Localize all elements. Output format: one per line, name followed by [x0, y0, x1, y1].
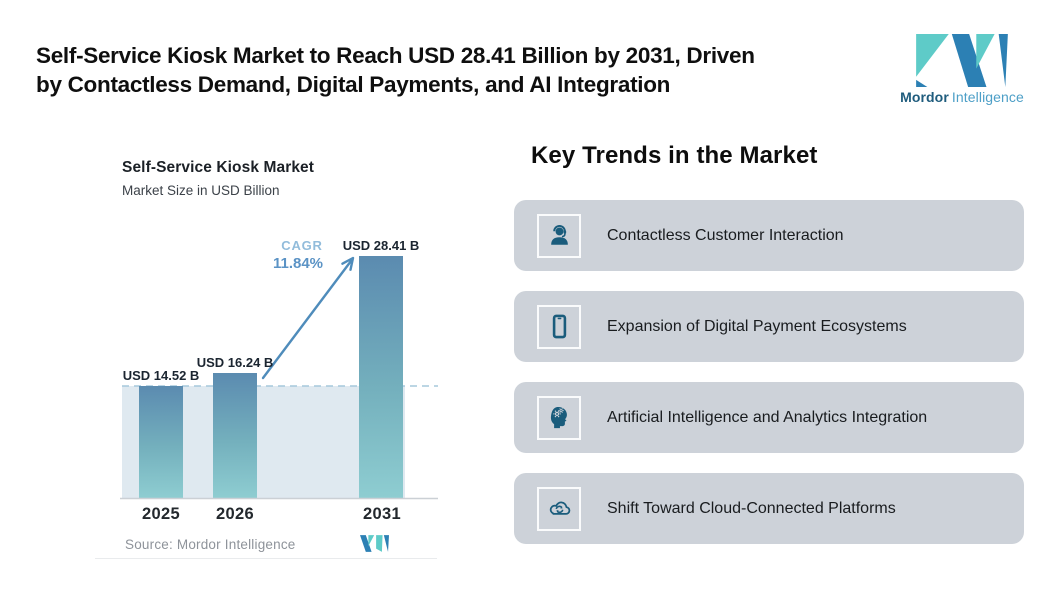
bar-2025: [139, 386, 183, 498]
x-tick-2026: 2026: [216, 505, 254, 523]
chart-card-divider: [95, 558, 437, 559]
trends-heading: Key Trends in the Market: [531, 142, 818, 169]
growth-arrowhead-icon: [341, 256, 355, 271]
bar-2031: [359, 256, 403, 498]
trend-label: Expansion of Digital Payment Ecosystems: [607, 317, 907, 335]
trend-icon-box: [537, 213, 581, 258]
headline-line-2: by Contactless Demand, Digital Payments,…: [36, 72, 671, 97]
headset-agent-icon: [550, 225, 568, 245]
mordor-logo-icon: [916, 34, 1008, 87]
x-tick-2031: 2031: [363, 505, 401, 523]
chart-title: Self-Service Kiosk Market: [122, 159, 315, 176]
bar-2026: [213, 373, 257, 498]
cagr-value: 11.84%: [273, 255, 323, 272]
brand-name: Mordor Intelligence: [892, 89, 1032, 105]
chart-subtitle: Market Size in USD Billion: [122, 183, 280, 198]
cloud-sync-icon: [549, 501, 570, 515]
trend-icon-box: [537, 395, 581, 440]
trend-icon-box: [537, 486, 581, 531]
cagr-label: CAGR: [281, 238, 322, 253]
bar-chart: CAGR 11.84% USD 14.52 B USD 16.24 B USD …: [120, 238, 438, 523]
trend-label: Artificial Intelligence and Analytics In…: [607, 408, 928, 426]
headline-line-1: Self-Service Kiosk Market to Reach USD 2…: [36, 43, 755, 68]
brand-name-bold: Mordor: [900, 89, 949, 105]
value-label-2031: USD 28.41 B: [343, 238, 420, 253]
trend-row-ai-analytics: Artificial Intelligence and Analytics In…: [514, 382, 1024, 453]
trend-row-cloud-platforms: Shift Toward Cloud-Connected Platforms: [514, 473, 1024, 544]
trend-label: Shift Toward Cloud-Connected Platforms: [607, 499, 896, 517]
smartphone-icon: [552, 314, 566, 339]
source-attribution: Source: Mordor Intelligence: [125, 537, 296, 552]
trend-row-digital-payments: Expansion of Digital Payment Ecosystems: [514, 291, 1024, 362]
value-label-2026: USD 16.24 B: [197, 355, 274, 370]
ai-head-icon: [550, 406, 567, 429]
trend-icon-box: [537, 304, 581, 349]
value-label-2025: USD 14.52 B: [123, 368, 200, 383]
headline: Self-Service Kiosk Market to Reach USD 2…: [36, 41, 755, 99]
trend-row-contactless: Contactless Customer Interaction: [514, 200, 1024, 271]
gear-large: [552, 410, 561, 418]
growth-arrow: [261, 259, 353, 380]
mordor-logo-small-icon: [360, 535, 389, 552]
trend-label: Contactless Customer Interaction: [607, 226, 844, 244]
brand-name-light: Intelligence: [951, 89, 1024, 105]
x-tick-2025: 2025: [142, 505, 180, 523]
brand-logo: Mordor Intelligence: [892, 34, 1032, 105]
gear-small: [557, 408, 564, 414]
